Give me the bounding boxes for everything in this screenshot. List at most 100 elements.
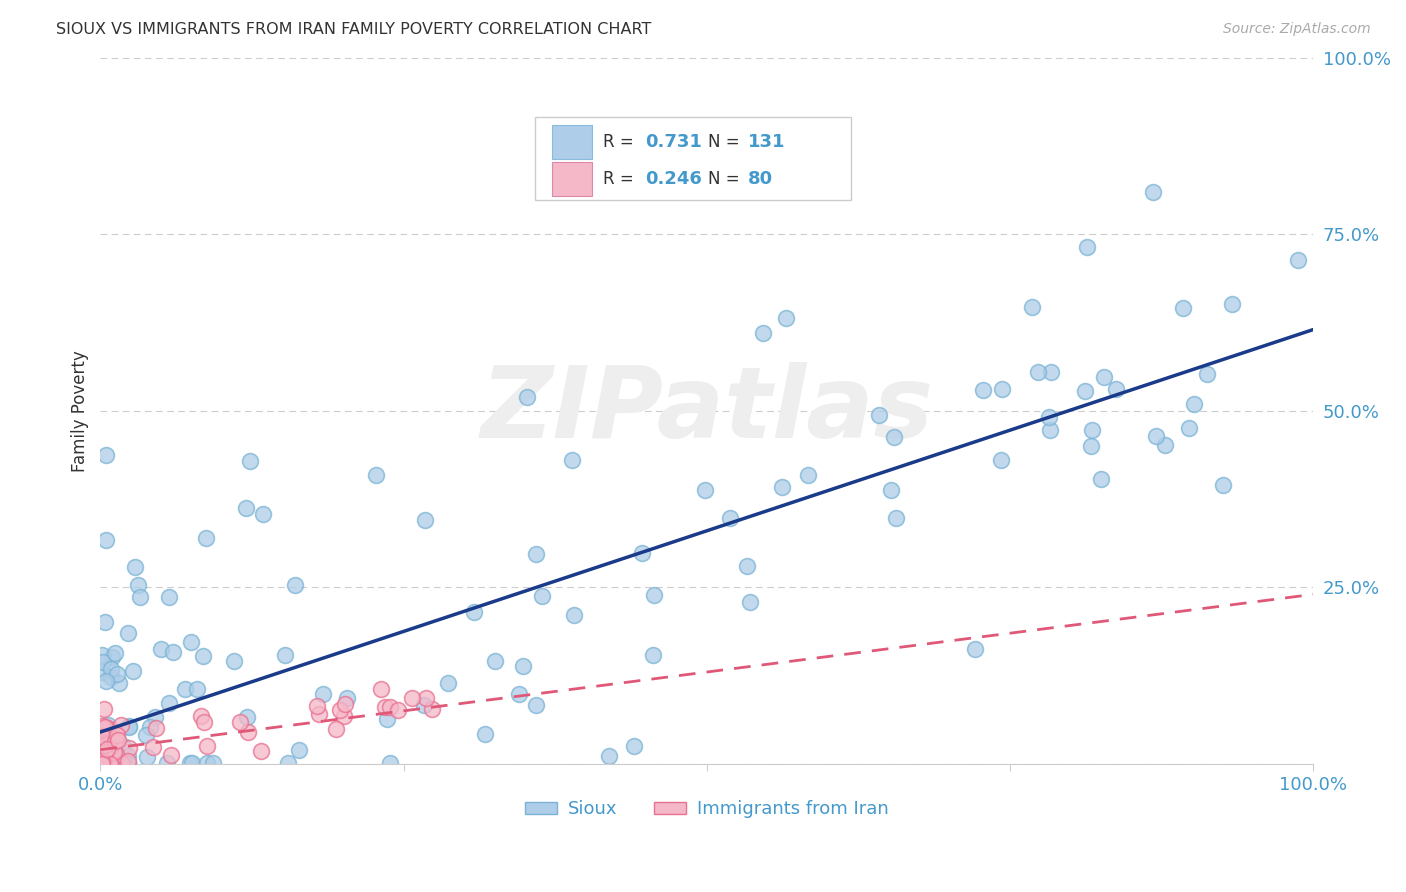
Point xyxy=(1076,240,1098,254)
Point xyxy=(90,648,112,662)
Point xyxy=(100,650,122,665)
Point xyxy=(524,547,547,561)
Point xyxy=(972,383,994,397)
Point xyxy=(1178,421,1201,435)
Text: 0.731: 0.731 xyxy=(645,133,702,151)
Point xyxy=(91,756,114,771)
Point xyxy=(1286,252,1309,267)
Point xyxy=(1142,185,1164,199)
Point xyxy=(375,712,398,726)
Point xyxy=(364,467,387,482)
Point xyxy=(96,742,118,756)
Point xyxy=(89,739,111,754)
Point xyxy=(93,655,115,669)
Point xyxy=(884,511,907,525)
Point xyxy=(236,725,259,739)
Point xyxy=(401,690,423,705)
Point xyxy=(90,750,112,764)
Point xyxy=(90,741,112,756)
Point xyxy=(118,718,141,732)
Point xyxy=(180,635,202,649)
Point xyxy=(91,754,114,768)
Point xyxy=(329,702,352,716)
Point xyxy=(236,710,259,724)
Point xyxy=(1195,367,1218,381)
Point xyxy=(772,480,794,494)
Point xyxy=(738,595,761,609)
Point xyxy=(93,751,115,765)
Point xyxy=(387,703,409,717)
Point xyxy=(283,578,305,592)
Point xyxy=(93,729,115,743)
Point xyxy=(374,699,396,714)
Point xyxy=(1039,424,1062,438)
Y-axis label: Family Poverty: Family Poverty xyxy=(72,350,89,472)
Point xyxy=(883,430,905,444)
Point xyxy=(105,727,128,741)
Point xyxy=(157,696,180,710)
Point xyxy=(96,722,118,736)
Point xyxy=(91,756,114,771)
Point xyxy=(122,665,145,679)
Point xyxy=(104,733,127,747)
Point xyxy=(1074,384,1097,399)
Point xyxy=(965,641,987,656)
Point xyxy=(135,728,157,742)
Point xyxy=(378,700,401,714)
Point xyxy=(129,590,152,604)
Point xyxy=(180,756,202,771)
Point xyxy=(93,756,115,771)
Text: ZIPatlas: ZIPatlas xyxy=(481,362,934,459)
Point xyxy=(1182,397,1205,411)
Point xyxy=(94,747,117,761)
Point xyxy=(100,662,122,676)
Point xyxy=(93,701,115,715)
Point xyxy=(420,702,443,716)
Point xyxy=(94,674,117,689)
Point xyxy=(775,310,797,325)
Point xyxy=(100,730,122,744)
Point xyxy=(98,756,121,771)
Point xyxy=(474,726,496,740)
Point xyxy=(142,740,165,755)
Point xyxy=(90,736,112,750)
Point xyxy=(90,665,112,679)
Point xyxy=(100,670,122,684)
Point xyxy=(190,709,212,723)
Point xyxy=(90,756,112,771)
Point xyxy=(94,738,117,752)
Point xyxy=(91,747,114,761)
Point xyxy=(110,756,132,771)
Point xyxy=(107,733,129,747)
Point xyxy=(378,756,401,771)
Point xyxy=(512,659,534,673)
Text: R =: R = xyxy=(603,170,638,188)
Point xyxy=(103,745,125,759)
Text: N =: N = xyxy=(709,133,745,151)
Point xyxy=(91,731,114,745)
Point xyxy=(868,408,890,422)
Point xyxy=(508,687,530,701)
Point xyxy=(107,756,129,771)
Point xyxy=(160,747,183,762)
Point xyxy=(333,698,356,712)
Point xyxy=(93,756,115,771)
Point xyxy=(111,756,134,771)
Point xyxy=(105,747,128,762)
Point xyxy=(117,754,139,768)
Point xyxy=(1105,382,1128,396)
Point xyxy=(1090,471,1112,485)
Text: 131: 131 xyxy=(748,133,785,151)
Point xyxy=(561,452,583,467)
Point xyxy=(516,391,538,405)
Point xyxy=(193,715,215,730)
Point xyxy=(174,682,197,697)
Point xyxy=(224,654,246,668)
Point xyxy=(484,654,506,668)
Point xyxy=(100,753,122,767)
Point xyxy=(623,739,645,754)
Point xyxy=(1021,300,1043,314)
Point xyxy=(107,666,129,681)
Point xyxy=(1026,365,1049,379)
Point xyxy=(103,756,125,771)
